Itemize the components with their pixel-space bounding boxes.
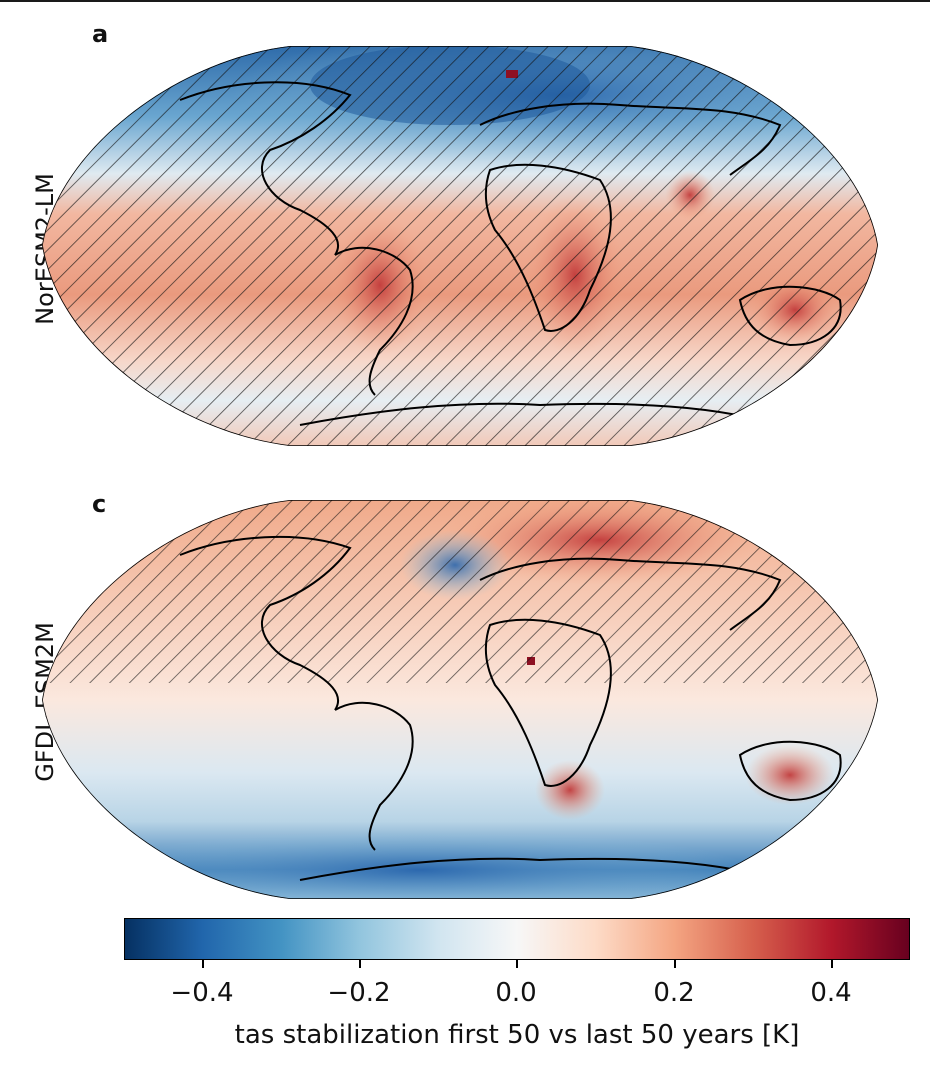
panel-c-australia-warming [745, 745, 835, 805]
panel-a-letter: a [92, 20, 109, 48]
panel-a-outline [42, 46, 878, 446]
colorbar-tick [674, 960, 676, 968]
colorbar-tick [831, 960, 833, 968]
colorbar-tick-label: 0.4 [810, 978, 852, 1008]
top-rule [0, 0, 930, 2]
panel-c-southern-ocean-cooling [90, 830, 750, 899]
colorbar-tick [359, 960, 361, 968]
panel-a-map [42, 46, 878, 446]
colorbar-tick-label: 0.0 [495, 978, 537, 1008]
panel-c-map [42, 500, 878, 899]
colorbar-gradient [124, 918, 910, 960]
colorbar-label: tas stabilization first 50 vs last 50 ye… [234, 1020, 800, 1050]
colorbar-tick-label: 0.2 [653, 978, 695, 1008]
panel-a-hatching [42, 46, 878, 446]
panel-c-letter: c [92, 490, 107, 518]
colorbar-frame [124, 918, 910, 960]
colorbar-tick [202, 960, 204, 968]
panel-c-coastlines [179, 535, 842, 881]
panel-c-southern-africa-warming [535, 760, 605, 820]
panel-c-outline [42, 500, 878, 899]
colorbar-tick-label: −0.2 [327, 978, 391, 1008]
panel-c-hatching [42, 500, 878, 683]
panel-a-coastlines [179, 81, 842, 426]
colorbar-tick [516, 960, 518, 968]
colorbar-tick-label: −0.4 [170, 978, 234, 1008]
